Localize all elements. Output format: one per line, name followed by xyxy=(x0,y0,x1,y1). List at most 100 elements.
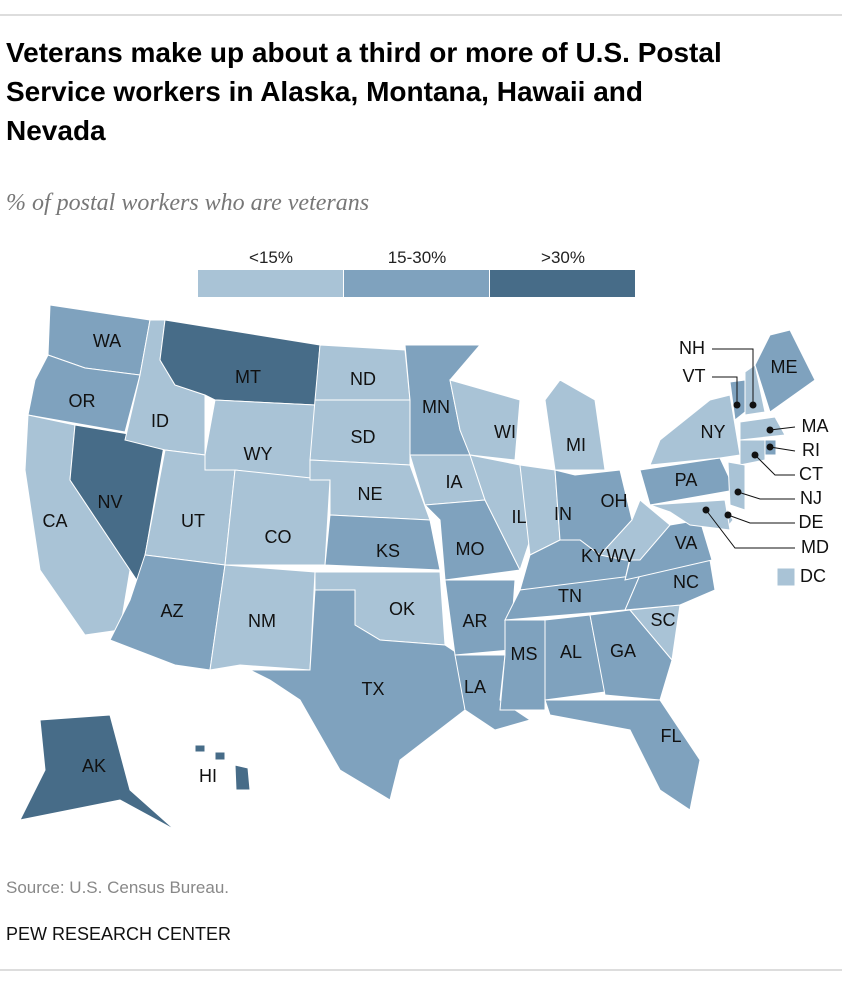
state-label: WA xyxy=(93,331,121,351)
state-shape xyxy=(754,329,816,413)
state-label: SD xyxy=(350,427,375,447)
state-label: NC xyxy=(673,572,699,592)
state-label: IN xyxy=(554,504,572,524)
state-shape xyxy=(449,379,521,461)
state-label: KS xyxy=(376,541,400,561)
state-label: VT xyxy=(682,366,705,386)
state-label: GA xyxy=(610,641,636,661)
state-shape xyxy=(739,416,786,441)
legend-label: >30% xyxy=(541,248,585,267)
state-label: MT xyxy=(235,367,261,387)
state-label: WV xyxy=(607,546,636,566)
state-label: LA xyxy=(464,677,486,697)
leader-dot xyxy=(749,401,757,409)
state-shape xyxy=(209,564,316,671)
state-shape xyxy=(599,499,671,561)
state-shape xyxy=(423,499,521,581)
state-shape xyxy=(234,764,251,791)
legend-label: <15% xyxy=(249,248,293,267)
legend-label: 15-30% xyxy=(388,248,447,267)
footer: PEW RESEARCH CENTER xyxy=(6,924,231,944)
state-label: WY xyxy=(244,444,273,464)
state-shape xyxy=(224,469,331,566)
state-label: NM xyxy=(248,611,276,631)
state-shape xyxy=(776,567,796,587)
leader-line xyxy=(727,514,795,524)
state-label: NY xyxy=(700,422,725,442)
state-shape xyxy=(589,609,673,701)
leader-line xyxy=(705,509,795,549)
state-label: DE xyxy=(798,512,823,532)
leader-dot xyxy=(733,401,741,409)
state-label: MO xyxy=(456,539,485,559)
state-label: PA xyxy=(675,470,698,490)
state-label: AK xyxy=(82,756,106,776)
state-shape xyxy=(194,744,206,753)
leader-line xyxy=(769,426,796,431)
state-shape xyxy=(544,379,606,471)
state-shape xyxy=(744,364,766,416)
state-label: RI xyxy=(802,440,820,460)
state-label: TX xyxy=(361,679,384,699)
leader-dot xyxy=(724,511,732,519)
state-label: AL xyxy=(560,642,582,662)
state-shape xyxy=(324,514,441,571)
state-shape xyxy=(204,399,316,481)
state-label: ID xyxy=(151,411,169,431)
state-shape xyxy=(469,454,531,572)
state-label: IL xyxy=(511,507,526,527)
state-label: NH xyxy=(679,338,705,358)
legend-swatch xyxy=(490,270,635,297)
state-shape xyxy=(27,354,141,433)
state-label: CO xyxy=(265,527,292,547)
state-shape xyxy=(499,619,546,711)
state-label: MN xyxy=(422,397,450,417)
state-shape xyxy=(544,699,701,811)
leader-line xyxy=(769,446,796,452)
state-label: SC xyxy=(650,610,675,630)
leader-dot xyxy=(766,426,774,434)
state-shape xyxy=(649,394,741,466)
state-label: MD xyxy=(801,537,829,557)
state-label: WI xyxy=(494,422,516,442)
state-label: OH xyxy=(601,491,628,511)
state-label: OR xyxy=(69,391,96,411)
legend-swatch xyxy=(344,270,489,297)
state-shape xyxy=(19,714,176,831)
state-shape xyxy=(727,461,746,511)
state-label: NE xyxy=(357,484,382,504)
leader-line xyxy=(737,491,795,500)
state-label: CT xyxy=(799,464,823,484)
state-label: AR xyxy=(462,611,487,631)
leader-line xyxy=(712,376,738,405)
chart-subtitle: % of postal workers who are veterans xyxy=(6,190,369,216)
state-label: MI xyxy=(566,435,586,455)
state-label: KY xyxy=(581,546,605,566)
state-label: ND xyxy=(350,369,376,389)
state-label: UT xyxy=(181,511,205,531)
state-label: AZ xyxy=(160,601,183,621)
state-label: IA xyxy=(445,472,462,492)
legend-swatch xyxy=(198,270,343,297)
state-shape xyxy=(214,751,226,761)
state-label: ME xyxy=(771,357,798,377)
state-label: MA xyxy=(802,416,829,436)
state-label: CA xyxy=(42,511,67,531)
state-label: HI xyxy=(199,766,217,786)
state-label: VA xyxy=(675,533,698,553)
state-label: FL xyxy=(660,726,681,746)
leader-line xyxy=(754,454,795,476)
state-label: OK xyxy=(389,599,415,619)
state-label: MS xyxy=(511,644,538,664)
chart-title: Veterans make up about a third or more o… xyxy=(6,37,722,146)
leader-line xyxy=(712,348,754,405)
source: Source: U.S. Census Bureau. xyxy=(6,878,229,897)
leader-dot xyxy=(766,443,774,451)
state-label: DC xyxy=(800,566,826,586)
leader-dot xyxy=(734,488,742,496)
state-shape xyxy=(649,499,731,531)
state-shape xyxy=(249,589,466,801)
state-label: TN xyxy=(558,586,582,606)
